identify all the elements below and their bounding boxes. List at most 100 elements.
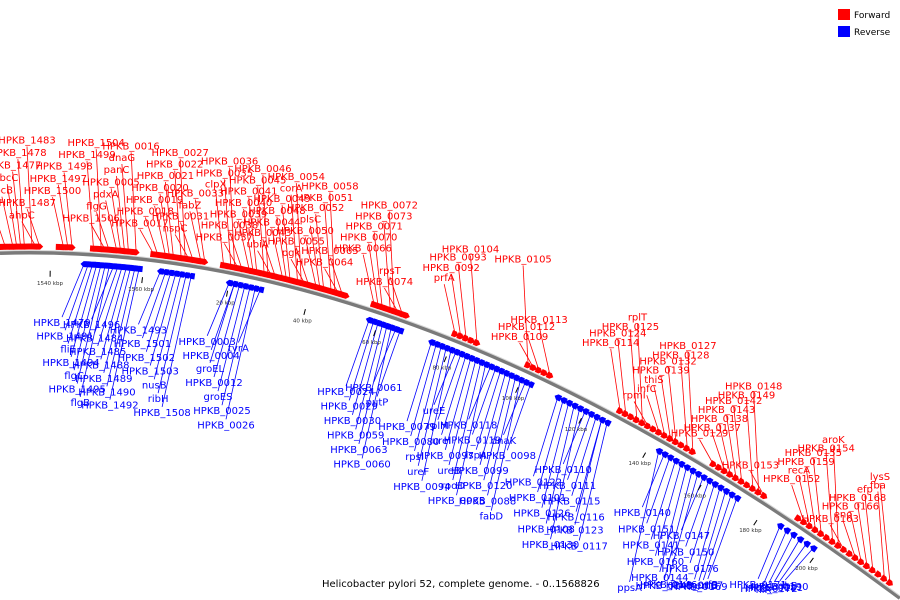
leader-line: [174, 234, 190, 260]
reverse-gene-18: [177, 271, 185, 278]
leader-line: [130, 152, 137, 253]
forward-gene-label: HPKB_0149: [718, 391, 775, 402]
leader-line: [213, 284, 240, 378]
reverse-gene-label: HPKB_0025: [193, 406, 250, 417]
leader-line: [719, 424, 731, 475]
reverse-gene-label: HPKB_0181: [746, 583, 803, 594]
forward-gene-label: HPKB_0139: [632, 366, 689, 377]
reverse-gene-21: [225, 279, 234, 287]
forward-gene-130: [862, 562, 870, 570]
reverse-gene-label: HPKB_0026: [197, 420, 254, 431]
leader-line: [711, 433, 726, 472]
leader-line: [694, 487, 721, 580]
reverse-gene-1: [84, 261, 92, 268]
leader-line: [206, 282, 230, 336]
reverse-gene-label: ribH: [148, 394, 169, 405]
reverse-gene-24: [241, 283, 249, 290]
leader-line: [773, 538, 801, 583]
leader-line: [121, 163, 129, 252]
leader-line: [310, 225, 321, 289]
forward-gene-108: [709, 460, 717, 468]
forward-gene-label: HPKB_0153: [722, 460, 779, 471]
leader-line: [153, 274, 182, 380]
leader-line: [290, 258, 306, 285]
reverse-gene-67: [655, 448, 664, 456]
reverse-gene-11: [127, 264, 135, 272]
leader-line: [110, 188, 121, 251]
forward-gene-84: [450, 330, 459, 338]
tick-mark: [443, 356, 447, 363]
tick-label: 120 kbp: [565, 427, 588, 433]
leader-line: [475, 370, 501, 450]
forward-gene-label: ubiA: [246, 240, 268, 251]
reverse-gene-12: [131, 265, 139, 272]
leader-line: [646, 457, 671, 524]
leader-line: [699, 439, 714, 465]
forward-gene-label: HPKB_0128: [652, 350, 709, 361]
reverse-gene-label: rpoD: [441, 481, 466, 492]
leader-line: [663, 470, 693, 581]
reverse-gene-label: HPKB_0130: [522, 540, 579, 551]
reverse-gene-87: [810, 545, 818, 553]
leader-line: [503, 381, 526, 436]
leader-line: [144, 217, 159, 256]
leader-line: [448, 359, 477, 466]
reverse-gene-label: HPKB_0118: [440, 420, 497, 431]
reverse-gene-label: HPKB_1492: [81, 401, 138, 412]
forward-gene-10: [36, 243, 44, 250]
forward-gene-label: HPKB_1483: [0, 136, 56, 147]
reverse-gene-66: [604, 419, 612, 427]
reverse-gene-76: [706, 477, 714, 485]
forward-gene-label: lysS: [870, 472, 890, 483]
reverse-gene-label: HPKB_0144: [631, 573, 688, 584]
forward-gene-label: HPKB_0041: [220, 186, 277, 197]
leader-line: [829, 524, 845, 551]
leader-line: [433, 351, 457, 405]
reverse-gene-label: HPKB_1484: [66, 334, 123, 345]
reverse-gene-label: HPKB_0098: [479, 451, 536, 462]
forward-gene-93: [545, 371, 554, 379]
leader-line: [680, 361, 688, 449]
forward-gene-label: HPKB_0148: [725, 382, 782, 393]
forward-gene-label: HPKB_0159: [777, 457, 834, 468]
leader-line: [329, 192, 336, 293]
leader-line: [96, 212, 110, 250]
forward-gene-112: [731, 474, 739, 482]
reverse-gene-84: [790, 531, 798, 539]
forward-gene-87: [467, 336, 475, 344]
forward-gene-label: HPKB_0019: [126, 195, 183, 206]
tick-label: 140 kbp: [628, 461, 651, 467]
forward-gene-label: thiS: [644, 375, 663, 386]
leader-line: [812, 459, 822, 535]
reverse-gene-label: fliR: [755, 585, 771, 596]
reverse-gene-85: [797, 536, 805, 544]
legend-forward-label: Forward: [854, 11, 890, 21]
forward-gene-label: HPKB_1478: [0, 148, 47, 159]
forward-gene-label: HPKB_0040: [215, 198, 272, 209]
reverse-gene-label: HPKB_1491: [36, 331, 93, 342]
tick-label: 60 kbp: [362, 340, 381, 346]
reverse-gene-label: fabD: [479, 512, 503, 523]
forward-gene-label: HPKB_0036: [201, 157, 258, 168]
forward-gene-label: fabZ: [178, 200, 201, 211]
leader-line: [145, 272, 172, 352]
leader-line: [64, 264, 89, 331]
reverse-gene-64: [593, 413, 601, 421]
leader-line: [26, 208, 41, 247]
reverse-gene-13: [135, 265, 143, 273]
leader-line: [522, 265, 529, 366]
legend: Forward Reverse: [838, 9, 891, 38]
reverse-gene-56: [527, 381, 535, 389]
tick-mark: [753, 519, 758, 526]
leader-line: [685, 480, 710, 547]
reverse-gene-label: HPKB_0151: [618, 524, 675, 535]
leader-line: [257, 186, 265, 275]
leader-line: [421, 349, 452, 481]
reverse-gene-label: HPKB_0176: [661, 564, 718, 575]
forward-gene-label: HPKB_0005: [82, 177, 139, 188]
reverse-gene-label: prfB: [697, 580, 718, 591]
reverse-gene-79: [722, 488, 731, 496]
forward-gene-label: HPKB_0048: [248, 206, 305, 217]
leader-line: [653, 385, 666, 436]
reverse-gene-65: [598, 416, 607, 424]
